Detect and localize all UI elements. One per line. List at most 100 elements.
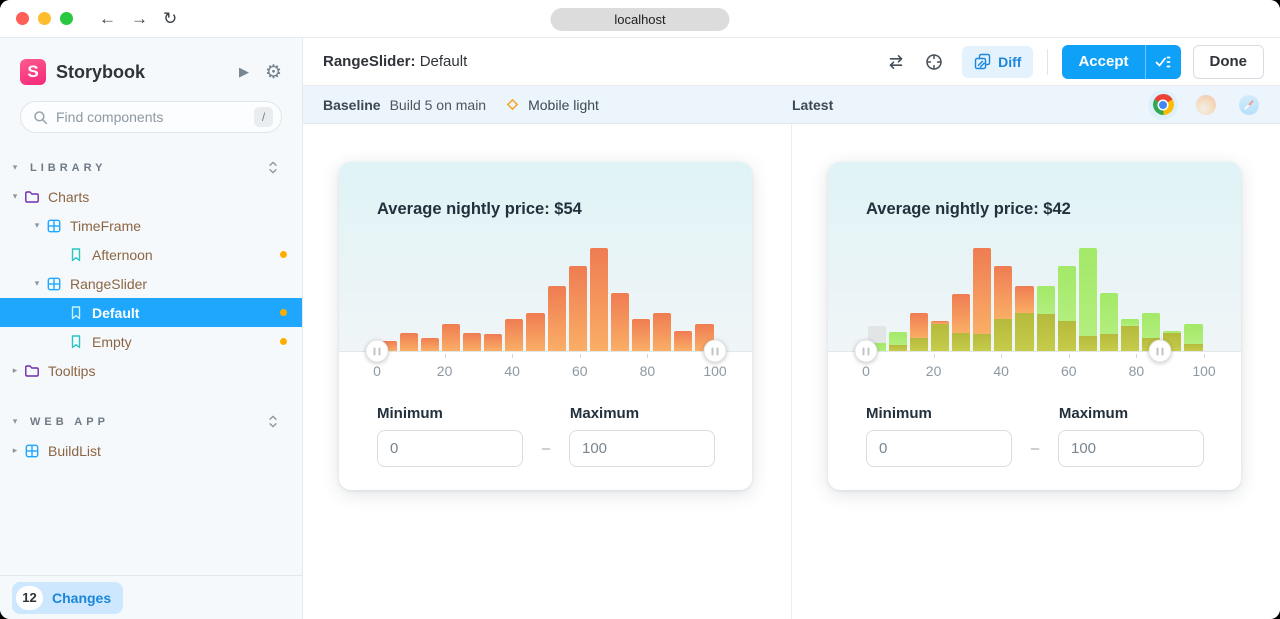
sidebar-item-charts[interactable]: ▾ Charts — [0, 182, 302, 211]
play-icon[interactable]: ▶ — [238, 64, 249, 79]
back-icon[interactable]: ← — [99, 9, 116, 28]
tree-section-header[interactable]: ▾ LIBRARY — [0, 153, 302, 182]
comparison-bar: Baseline Build 5 on main Mobile light La… — [303, 86, 1280, 124]
axis-tick-label: 20 — [925, 363, 942, 379]
caret-down-icon[interactable]: ▾ — [34, 220, 40, 230]
range-form: Minimum Maximum – — [828, 392, 1241, 490]
axis-tick-label: 60 — [572, 363, 588, 379]
minimum-input[interactable] — [866, 430, 1012, 467]
story-icon — [68, 305, 84, 321]
sidebar-item-default[interactable]: Default — [0, 298, 302, 327]
folder-icon — [24, 189, 40, 205]
reload-icon[interactable]: ↻ — [163, 9, 178, 28]
sidebar-item-empty[interactable]: Empty — [0, 327, 302, 356]
histogram-bar — [526, 313, 545, 351]
range-form: Minimum Maximum – — [339, 392, 752, 490]
caret-right-icon[interactable]: ▸ — [12, 445, 18, 455]
folder-icon — [24, 363, 40, 379]
histogram-bar — [1036, 286, 1055, 351]
sidebar-item-timeframe[interactable]: ▾ TimeFrame — [0, 211, 302, 240]
firefox-browser-button[interactable] — [1191, 90, 1221, 120]
collapse-expand-icon[interactable] — [268, 161, 278, 174]
x-axis: 0 20 40 60 80 100 — [339, 352, 752, 392]
maximum-input[interactable] — [1058, 430, 1204, 467]
sidebar-item-afternoon[interactable]: Afternoon — [0, 240, 302, 269]
inspect-target-icon[interactable] — [924, 52, 944, 72]
diff-toggle-button[interactable]: Diff — [962, 45, 1034, 78]
latest-panel: Average nightly price: $42 0 20 40 60 80 100 … — [792, 124, 1280, 619]
item-label: RangeSlider — [70, 275, 148, 292]
address-bar[interactable]: localhost — [550, 8, 730, 31]
changes-count: 12 — [16, 585, 43, 610]
axis-tick-label: 40 — [504, 363, 520, 379]
build-label: Build 5 on main — [389, 96, 487, 113]
chart-title: Average nightly price: $54 — [377, 200, 582, 218]
brand-title: Storybook — [56, 61, 146, 82]
component-tree: ▾ LIBRARY ▾ Charts ▾ TimeFrame Afternoon ▾ Range… — [0, 153, 302, 575]
changes-label: Changes — [52, 589, 112, 606]
search-input[interactable]: Find components / — [20, 101, 282, 133]
minimize-window-button[interactable] — [38, 12, 51, 25]
section-label: WEB APP — [30, 415, 109, 428]
component-name: RangeSlider: — [323, 53, 416, 70]
histogram-bar — [610, 293, 629, 351]
variant-label: Mobile light — [528, 96, 599, 113]
item-label: Afternoon — [92, 246, 153, 263]
axis-tick-label: 60 — [1061, 363, 1077, 379]
caret-down-icon[interactable]: ▾ — [12, 191, 18, 201]
done-label: Done — [1209, 53, 1248, 70]
collapse-expand-icon[interactable] — [268, 415, 278, 428]
caret-down-icon: ▾ — [12, 416, 18, 426]
chrome-browser-button[interactable] — [1148, 89, 1178, 120]
switch-comparison-icon[interactable] — [886, 52, 906, 72]
safari-icon — [1239, 94, 1259, 115]
gear-icon[interactable]: ⚙ — [264, 61, 282, 83]
caret-down-icon[interactable]: ▾ — [34, 278, 40, 288]
histogram-bar — [994, 266, 1013, 351]
sidebar-item-tooltips[interactable]: ▸ Tooltips — [0, 356, 302, 385]
accept-batch-menu-button[interactable] — [1144, 44, 1181, 79]
toolbar-divider — [1047, 48, 1049, 75]
sidebar-item-rangeslider[interactable]: ▾ RangeSlider — [0, 269, 302, 298]
minimum-input[interactable] — [377, 430, 523, 467]
accept-label[interactable]: Accept — [1078, 53, 1129, 70]
item-label: Tooltips — [48, 362, 96, 379]
slider-handle[interactable] — [854, 339, 878, 363]
histogram-bar — [1015, 286, 1034, 351]
axis-tick-label: 0 — [862, 363, 870, 379]
histogram-bar — [674, 331, 693, 351]
axis-tick — [1204, 354, 1205, 358]
caret-right-icon[interactable]: ▸ — [12, 365, 18, 375]
histogram-bar — [909, 313, 928, 351]
axis-tick-label: 100 — [1192, 363, 1216, 379]
story-header: RangeSlider: Default Diff — [303, 38, 1280, 86]
baseline-snapshot-card: Average nightly price: $54 0 20 40 60 80 100 … — [339, 162, 752, 490]
axis-tick — [647, 354, 649, 358]
axis-tick-label: 0 — [373, 363, 381, 379]
done-button[interactable]: Done — [1192, 44, 1264, 79]
histogram-bar — [930, 321, 949, 351]
story-icon — [68, 334, 84, 350]
slider-handle[interactable] — [1148, 339, 1172, 363]
accept-button[interactable]: Accept — [1062, 44, 1181, 79]
component-icon — [24, 443, 40, 459]
slider-handle[interactable] — [703, 339, 727, 363]
histogram-bar — [420, 338, 439, 351]
changes-badge[interactable]: 12 Changes — [12, 581, 124, 614]
tree-section-header[interactable]: ▾ WEB APP — [0, 407, 302, 436]
forward-icon[interactable]: → — [131, 9, 148, 28]
maximum-input[interactable] — [569, 430, 715, 467]
histogram-bar — [632, 319, 651, 351]
close-window-button[interactable] — [16, 12, 29, 25]
histogram-bar — [1099, 293, 1118, 351]
variant-diamond-icon — [506, 98, 519, 111]
maximize-window-button[interactable] — [60, 12, 73, 25]
safari-browser-button[interactable] — [1234, 90, 1264, 120]
sidebar: S Storybook ▶ ⚙ Find components / ▾ LIBRA… — [0, 38, 303, 619]
caret-down-icon: ▾ — [12, 162, 18, 172]
slider-handle[interactable] — [365, 339, 389, 363]
axis-tick-label: 20 — [436, 363, 453, 379]
sidebar-item-buildlist[interactable]: ▸ BuildList — [0, 436, 302, 465]
storybook-logo: S — [20, 59, 46, 85]
histogram-bar — [653, 313, 672, 351]
